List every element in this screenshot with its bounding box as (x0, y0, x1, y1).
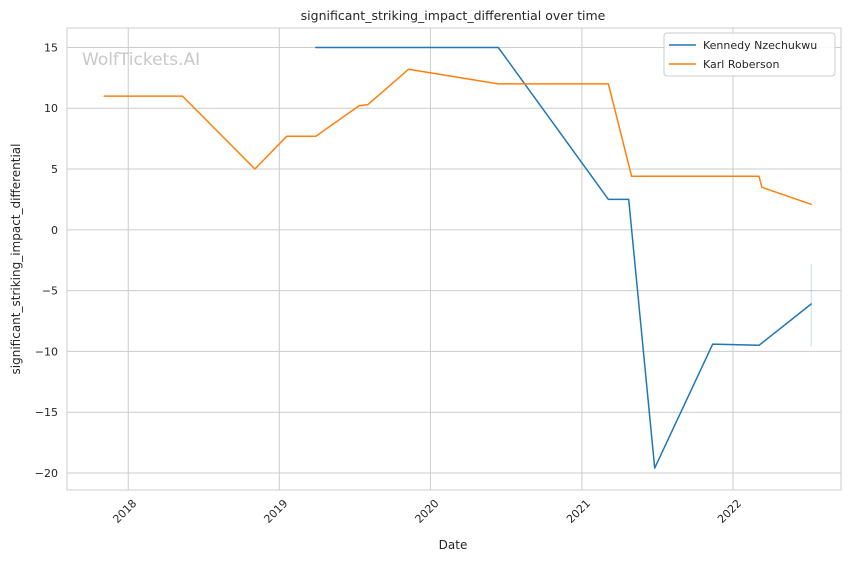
plot-frame (66, 27, 842, 491)
gridlines (67, 28, 841, 490)
legend-box (663, 32, 836, 77)
x-tick-label: 2021 (564, 497, 593, 526)
series-line-karl-roberson (103, 68, 812, 206)
x-tick-label: 2018 (110, 497, 139, 526)
legend-label-karl: Karl Roberson (703, 58, 779, 71)
y-axis-label: significant_striking_impact_differential (9, 144, 23, 375)
y-tick-label: −15 (35, 406, 58, 419)
chart-title: significant_striking_impact_differential… (301, 8, 606, 23)
series-line-kennedy-nzechukwu (315, 46, 812, 469)
y-tick-label: −5 (42, 285, 58, 298)
y-tick-label: −20 (35, 467, 58, 480)
x-axis-ticks: 2018 2019 2020 2021 2022 (110, 497, 744, 526)
y-axis-ticks: 15 10 5 0 −5 −10 −15 −20 (35, 41, 58, 480)
x-tick-label: 2019 (261, 497, 290, 526)
watermark-text: WolfTickets.AI (82, 50, 200, 70)
legend-label-kennedy: Kennedy Nzechukwu (703, 39, 817, 52)
series-layer (103, 46, 812, 469)
y-tick-label: 15 (44, 41, 58, 54)
x-tick-label: 2020 (413, 497, 442, 526)
y-tick-label: 5 (51, 163, 58, 176)
y-tick-label: 0 (51, 224, 58, 237)
x-tick-label: 2022 (715, 497, 744, 526)
y-tick-label: −10 (35, 345, 58, 358)
y-tick-label: 10 (44, 102, 58, 115)
plot-area (67, 28, 841, 490)
legend: Kennedy Nzechukwu Karl Roberson (663, 32, 836, 77)
x-axis-label: Date (439, 538, 468, 552)
